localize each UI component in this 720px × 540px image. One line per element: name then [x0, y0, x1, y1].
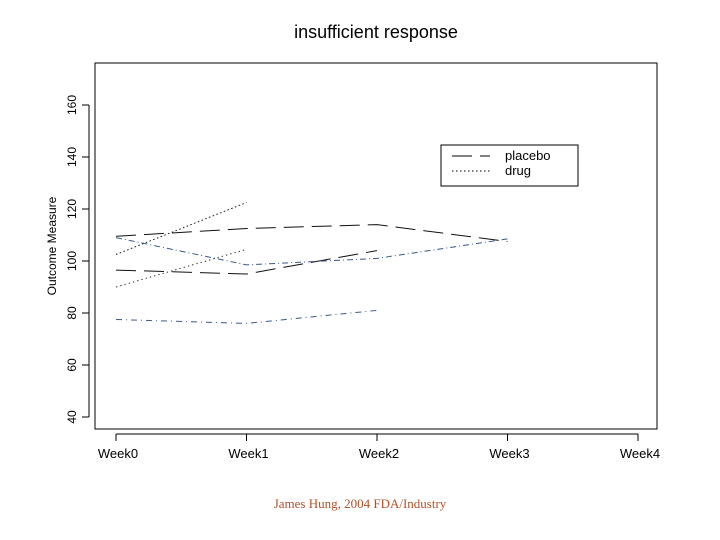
series-layer [115, 202, 508, 324]
series-line-placebo [115, 224, 508, 242]
footer-credit: James Hung, 2004 FDA/Industry [273, 496, 447, 511]
series-line-drug [115, 309, 378, 324]
legend-box [440, 144, 579, 187]
series-line-drug [115, 202, 247, 255]
y-tick-label: 140 [65, 147, 79, 167]
chart-title: insufficient response [294, 22, 458, 42]
y-tick-label: 160 [65, 95, 79, 115]
x-tick-label: Week1 [228, 446, 268, 461]
legend-label: drug [505, 163, 531, 178]
y-tick-label: 100 [65, 251, 79, 271]
x-tick-label: Week2 [359, 446, 399, 461]
x-tick-label: Week3 [489, 446, 529, 461]
x-tick-label: Week4 [620, 446, 660, 461]
plot-frame [94, 62, 658, 430]
series-line-drug [115, 248, 247, 288]
y-tick-label: 120 [65, 199, 79, 219]
series-line-drug [115, 237, 508, 266]
axes: Week0 Week1 Week2 Week3 Week4 40 60 80 100 120 140… [65, 95, 660, 461]
y-axis-label: Outcome Measure [45, 196, 59, 295]
x-tick-label: Week0 [98, 446, 138, 461]
series-line-placebo [115, 250, 378, 275]
y-tick-label: 60 [65, 358, 79, 372]
y-tick-label: 40 [65, 410, 79, 424]
y-tick-label: 80 [65, 306, 79, 320]
legend-label: placebo [505, 148, 551, 163]
